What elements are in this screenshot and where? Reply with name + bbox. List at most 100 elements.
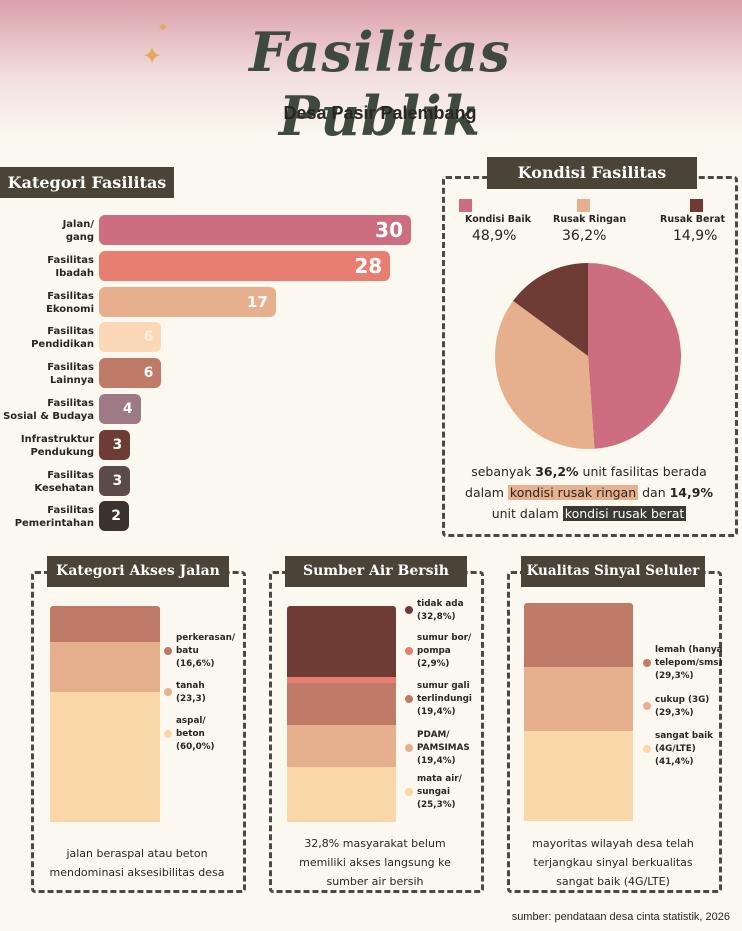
legend-line: PDAM/ — [417, 730, 450, 740]
legend-name: Rusak Berat — [660, 214, 726, 225]
legend-dot — [405, 606, 413, 614]
legend-line: sungai — [417, 787, 451, 797]
sinyal-heading: Kualitas Sinyal Seluler — [521, 556, 705, 587]
legend-dot — [405, 744, 413, 752]
bar-label-line: Jalan/ — [62, 219, 94, 230]
legend-line: (29,3%) — [655, 708, 694, 718]
pie-slice — [588, 263, 681, 449]
legend-line: cukup (3G) — [655, 695, 710, 705]
bar-label-line: Fasilitas — [47, 326, 94, 338]
legend-line: (19,4%) — [417, 756, 456, 766]
stack-segment — [524, 730, 633, 821]
bar-label-line: Fasilitas — [47, 398, 94, 409]
legend-dot — [643, 659, 651, 667]
legend-swatch — [690, 199, 703, 212]
bar-value: 17 — [246, 292, 268, 311]
bar-label: Jalan/gang — [0, 218, 94, 244]
legend-line: terlindungi — [417, 694, 472, 704]
legend-line: tanah — [176, 681, 205, 691]
bar-label-line: Fasilitas — [47, 254, 94, 266]
bar — [99, 465, 131, 496]
stack-segment — [287, 606, 396, 677]
bar — [99, 215, 411, 245]
air-summary: 32,8% masyarakat belum memiliki akses lan… — [299, 837, 451, 888]
legend-dot — [643, 745, 651, 753]
header-background — [0, 0, 742, 140]
legend-line: (19,4%) — [417, 707, 456, 717]
bar — [99, 394, 141, 424]
legend-text: lemah (hanya telepom/sms) (29,3%) — [655, 644, 723, 683]
stack-segment — [287, 683, 396, 725]
legend-line: beton — [176, 729, 205, 739]
legend-line: sumur bor/ — [417, 633, 472, 643]
bar-label-line: Pendidikan — [31, 339, 94, 351]
bar — [99, 429, 131, 460]
page-title: Fasilitas Publik — [249, 20, 511, 148]
legend-line: tidak ada — [417, 599, 464, 609]
legend-line: (29,3%) — [655, 671, 694, 681]
legend-line: sangat baik — [655, 731, 714, 741]
bar-label-line: Fasilitas — [47, 505, 94, 517]
legend-dot — [405, 695, 413, 703]
stack-segment — [524, 603, 633, 667]
bar-label-line: Fasilitas — [47, 290, 94, 302]
legend-line: PAMSIMAS — [417, 743, 470, 753]
bar-label: Fasilitas Ekonomi — [0, 290, 94, 316]
bar-label-line: Lainnya — [49, 375, 94, 387]
legend-line: perkerasan/ — [176, 633, 236, 643]
legend-text: aspal/beton (60,0%) — [176, 715, 215, 754]
air-heading: Sumber Air Bersih — [285, 556, 467, 587]
bar-value: 2 — [111, 508, 121, 525]
bar-value: 30 — [375, 218, 403, 242]
bar-label: Fasilitas Pendidikan — [0, 325, 94, 351]
kondisi-heading: Kondisi Fasilitas — [487, 157, 697, 189]
bar-label-line: Fasilitas — [47, 469, 94, 481]
legend-dot — [164, 730, 172, 738]
bar-label: Fasilitas Ibadah — [0, 254, 94, 280]
legend-value: 48,9% — [472, 228, 517, 244]
kondisi-pie-chart — [495, 263, 681, 449]
bar-label-line: Ibadah — [55, 267, 94, 279]
bar-value: 3 — [112, 436, 123, 453]
pie-slice — [495, 300, 595, 449]
legend-dot — [164, 688, 172, 696]
legend-dot — [164, 647, 172, 655]
bar-label-line: gang — [65, 232, 94, 243]
bar-label: Infrastruktur Pendukung — [0, 433, 94, 459]
legend-dot — [405, 647, 413, 655]
bar-label: Fasilitas Pemerintahan — [0, 504, 94, 530]
legend-line: batu — [176, 646, 199, 656]
legend-text: tanah (23,3) — [176, 680, 206, 706]
akses-summary: jalan beraspal atau beton mendominasi aks… — [49, 847, 225, 879]
page-subtitle: Desa Pasir Palembang — [283, 103, 477, 123]
stack-segment — [287, 725, 396, 767]
legend-text: sumur bor/pompa (2,9%) — [417, 632, 471, 671]
kategori-bar-chart: Jalan/gang 30 Fasilitas Ibadah 28 Fasilitas Ek… — [0, 215, 430, 545]
stack-segment — [287, 676, 396, 684]
legend-line: (41,4%) — [655, 757, 694, 767]
stack-segment — [50, 641, 160, 693]
bar-value: 3 — [112, 472, 123, 489]
legend-line: sumur gali — [417, 681, 470, 691]
legend-line: telepom/sms) — [655, 658, 723, 668]
bar-label-line: Pemerintahan — [14, 518, 94, 530]
bar-label: Fasilitas Lainnya — [0, 361, 94, 387]
legend-swatch — [459, 199, 472, 212]
legend-line: (25,3%) — [417, 800, 456, 810]
pie-slice — [513, 263, 588, 356]
sparkle-icon: ✦ — [157, 20, 169, 36]
legend-value: 36,2% — [562, 228, 607, 244]
legend-line: aspal/ — [176, 716, 206, 726]
bar — [99, 358, 162, 389]
legend-dot — [405, 788, 413, 796]
kategori-heading: Kategori Fasilitas — [0, 167, 174, 198]
legend-dot — [643, 702, 651, 710]
bar-value: 4 — [122, 401, 133, 417]
legend-line: pompa — [417, 646, 451, 656]
legend-line: mata air/ — [417, 774, 462, 784]
legend-line: lemah (hanya — [655, 645, 723, 655]
legend-line: (60,0%) — [176, 742, 215, 752]
bar — [99, 501, 129, 532]
legend-name: Kondisi Baik — [465, 214, 531, 225]
legend-line: (2,9%) — [417, 659, 450, 669]
